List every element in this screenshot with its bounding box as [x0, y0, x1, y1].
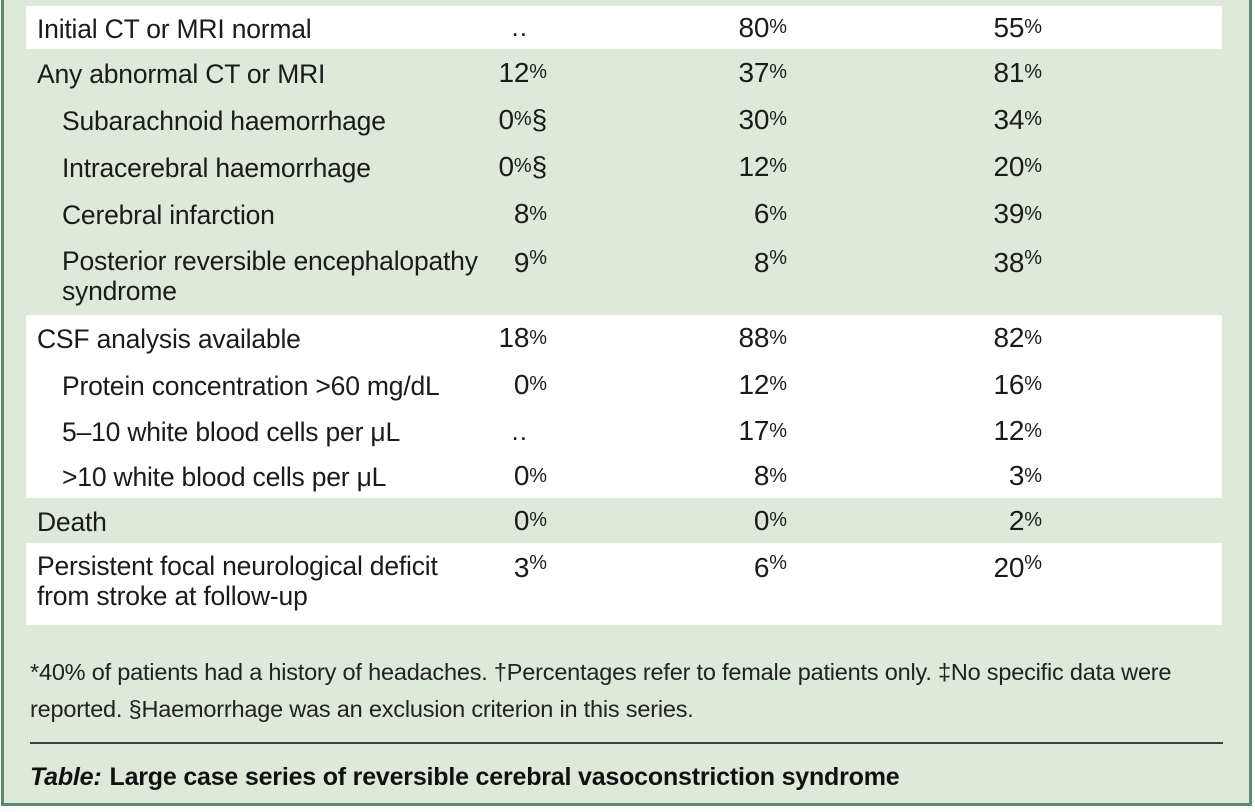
value-cell: 0%: [513, 504, 547, 536]
table-row: Posterior reversible encephalopathy synd…: [26, 238, 1222, 315]
value-cell: 55%: [993, 11, 1042, 43]
row-label: Cerebral infarction: [62, 200, 275, 230]
value-cell: ..: [511, 415, 528, 446]
row-label: >10 white blood cells per μL: [62, 462, 387, 492]
row-label: Persistent focal neurological deficit fr…: [37, 551, 438, 611]
value-cell: 2%: [1008, 504, 1042, 536]
value-cell: 82%: [993, 322, 1042, 353]
value-cell: 18%: [498, 322, 547, 353]
value-cell: 12%: [738, 368, 787, 400]
value-cell: 0%: [513, 368, 547, 400]
row-label: 5–10 white blood cells per μL: [62, 417, 400, 447]
table-caption: Table: Large case series of reversible ce…: [30, 763, 1220, 792]
row-label: Posterior reversible encephalopathy synd…: [62, 246, 478, 306]
value-cell: 20%: [993, 552, 1042, 583]
value-cell: 12%: [738, 150, 787, 182]
table-row: CSF analysis available 18% 88% 82%: [26, 315, 1222, 361]
value-cell: 8%: [753, 247, 787, 278]
table-row: Cerebral infarction 8% 6% 39%: [26, 190, 1222, 238]
value-cell: 8%: [753, 460, 787, 491]
value-cell: 8%: [513, 198, 547, 229]
value-cell: 39%: [993, 198, 1042, 229]
caption-divider: [30, 742, 1223, 744]
value-cell: 6%: [753, 198, 787, 229]
value-cell: 3%: [513, 552, 547, 583]
value-cell: 30%: [738, 103, 787, 135]
row-label: Subarachnoid haemorrhage: [62, 105, 386, 136]
value-cell: 0% §: [498, 103, 547, 135]
table-row: Protein concentration >60 mg/dL 0% 12% 1…: [26, 361, 1222, 408]
row-label: CSF analysis available: [37, 324, 301, 354]
row-label: Initial CT or MRI normal: [37, 13, 312, 44]
table-row: Death 0% 0% 2%: [26, 498, 1222, 543]
value-cell: 12%: [993, 415, 1042, 446]
value-cell: 88%: [738, 322, 787, 353]
table-row: Initial CT or MRI normal .. 80% 55%: [26, 6, 1222, 49]
value-cell: 80%: [738, 11, 787, 43]
value-cell: 9%: [513, 247, 547, 278]
table-row: >10 white blood cells per μL 0% 8% 3%: [26, 454, 1222, 498]
value-cell: 37%: [738, 56, 787, 88]
value-cell: 20%: [993, 150, 1042, 182]
table-body: Initial CT or MRI normal .. 80% 55% Any …: [26, 6, 1222, 625]
caption-prefix: Table:: [30, 763, 102, 791]
value-cell: 0%: [513, 460, 547, 491]
table-row: Intracerebral haemorrhage 0% § 12% 20%: [26, 143, 1222, 190]
caption-text: Large case series of reversible cerebral…: [109, 763, 900, 791]
table-row: Subarachnoid haemorrhage 0% § 30% 34%: [26, 96, 1222, 143]
table-footnote: *40% of patients had a history of headac…: [30, 659, 1172, 722]
row-label: Intracerebral haemorrhage: [62, 152, 371, 183]
value-cell: 17%: [738, 415, 787, 446]
value-cell: 6%: [753, 552, 787, 583]
row-label: Any abnormal CT or MRI: [37, 58, 326, 89]
value-cell: ..: [511, 12, 528, 42]
value-cell: 81%: [993, 56, 1042, 88]
value-cell: 0%: [753, 504, 787, 536]
value-cell: 38%: [993, 247, 1042, 278]
value-cell: 16%: [993, 368, 1042, 400]
table-row: 5–10 white blood cells per μL .. 17% 12%: [26, 408, 1222, 454]
value-cell: 3%: [1008, 460, 1042, 491]
value-cell: 0% §: [498, 150, 547, 182]
value-cell: 34%: [993, 103, 1042, 135]
table-row: Persistent focal neurological deficit fr…: [26, 543, 1222, 625]
row-label: Protein concentration >60 mg/dL: [62, 370, 440, 401]
value-cell: 12%: [498, 56, 547, 88]
table-row: Any abnormal CT or MRI 12% 37% 81%: [26, 49, 1222, 96]
row-label: Death: [37, 506, 107, 537]
